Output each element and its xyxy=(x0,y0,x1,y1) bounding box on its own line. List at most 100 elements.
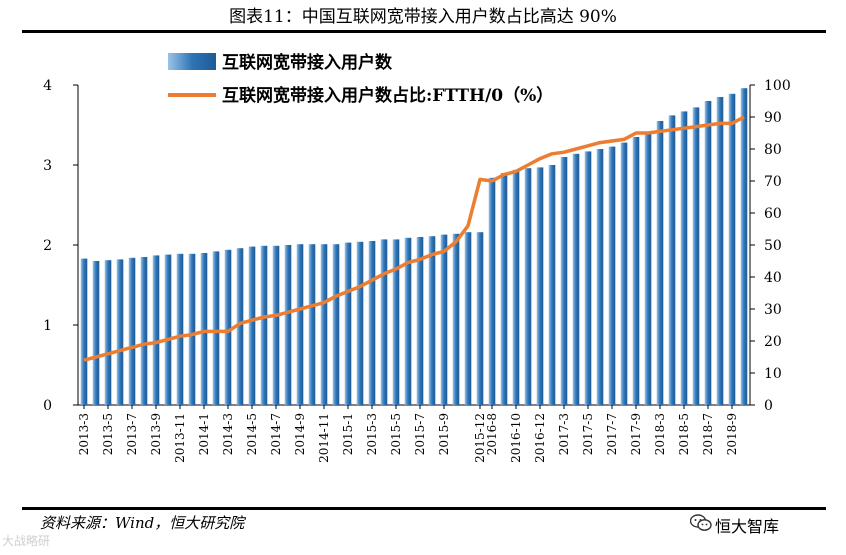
bar xyxy=(716,97,724,405)
bar xyxy=(164,254,172,405)
bar xyxy=(692,107,700,406)
bar xyxy=(464,232,472,405)
bar xyxy=(668,115,676,406)
bar xyxy=(704,101,712,405)
bar xyxy=(104,260,112,405)
x-tick-label: 2013-3 xyxy=(77,413,91,455)
bar xyxy=(356,241,364,405)
bar xyxy=(116,259,124,405)
bar xyxy=(440,234,448,405)
bar xyxy=(272,245,280,405)
top-rule xyxy=(22,30,826,33)
left-tick-label: 4 xyxy=(43,78,52,94)
right-tick-label: 70 xyxy=(764,174,782,190)
bottom-rule xyxy=(22,507,826,510)
x-tick-label: 2017-9 xyxy=(629,413,643,455)
bar xyxy=(140,257,148,405)
bar xyxy=(344,242,352,405)
x-tick-label: 2015-1 xyxy=(341,413,355,455)
right-tick-label: 30 xyxy=(764,302,782,318)
bar xyxy=(680,111,688,406)
faint-watermark: 大战略研 xyxy=(2,534,51,548)
x-tick-label: 2018-7 xyxy=(701,413,715,455)
bar xyxy=(608,146,616,405)
bar xyxy=(500,173,508,405)
bar xyxy=(80,258,88,405)
bar xyxy=(128,257,136,405)
bar xyxy=(248,246,256,405)
x-tick-label: 2013-5 xyxy=(101,413,115,455)
bar xyxy=(656,121,664,405)
x-tick-label: 2014-5 xyxy=(245,413,259,455)
bar xyxy=(740,88,748,405)
right-tick-label: 80 xyxy=(764,142,782,158)
bar xyxy=(308,244,316,405)
brand-watermark: 恒大智库 xyxy=(715,517,780,536)
bar xyxy=(524,168,532,405)
bar xyxy=(476,232,484,405)
right-tick-label: 0 xyxy=(764,398,773,414)
x-tick-label: 2014-11 xyxy=(317,413,331,463)
bar xyxy=(176,253,184,405)
right-tick-label: 90 xyxy=(764,110,782,126)
x-tick-label: 2014-1 xyxy=(197,413,211,455)
right-tick-label: 100 xyxy=(764,78,791,94)
x-tick-label: 2018-3 xyxy=(653,413,667,455)
right-tick-label: 50 xyxy=(764,238,782,254)
bar xyxy=(224,249,232,405)
left-tick-label: 2 xyxy=(43,238,52,254)
right-tick-label: 10 xyxy=(764,366,782,382)
x-tick-label: 2016-8 xyxy=(485,413,499,455)
bar xyxy=(92,261,100,405)
bar xyxy=(620,142,628,405)
x-tick-label: 2013-9 xyxy=(149,413,163,455)
bar xyxy=(380,239,388,405)
x-tick-label: 2015-9 xyxy=(437,413,451,455)
x-tick-label: 2017-3 xyxy=(557,413,571,455)
bar xyxy=(200,253,208,405)
chart-title: 图表11：中国互联网宽带接入用户数占比高达 90% xyxy=(229,7,617,27)
bar xyxy=(404,237,412,405)
x-tick-label: 2014-3 xyxy=(221,413,235,455)
bar xyxy=(152,255,160,405)
bar xyxy=(728,93,736,406)
source-note: 资料来源：Wind，恒大研究院 xyxy=(40,514,245,532)
x-tick-label: 2017-7 xyxy=(605,413,619,455)
legend-bar-swatch xyxy=(168,53,216,70)
x-tick-label: 2015-5 xyxy=(389,413,403,455)
right-tick-label: 60 xyxy=(764,206,782,222)
x-tick-label: 2018-5 xyxy=(677,413,691,455)
right-tick-label: 40 xyxy=(764,270,782,286)
bar xyxy=(548,165,556,405)
bar xyxy=(368,241,376,405)
legend-line-label: 互联网宽带接入用户数占比:FTTH/0（%） xyxy=(222,85,553,106)
bar xyxy=(584,151,592,405)
bar xyxy=(260,245,268,405)
ftth-share-line xyxy=(83,115,745,362)
right-tick-label: 20 xyxy=(764,334,782,350)
left-tick-label: 1 xyxy=(43,318,52,334)
left-tick-label: 0 xyxy=(43,398,52,414)
bar xyxy=(212,251,220,405)
x-tick-label: 2013-7 xyxy=(125,413,139,455)
x-tick-label: 2018-9 xyxy=(725,413,739,455)
x-tick-label: 2016-12 xyxy=(533,413,547,463)
bar xyxy=(320,244,328,405)
left-tick-label: 3 xyxy=(43,158,52,174)
bar xyxy=(296,244,304,405)
x-tick-label: 2013-11 xyxy=(173,413,187,463)
x-tick-label: 2016-10 xyxy=(509,413,523,463)
bar xyxy=(644,133,652,406)
legend: 互联网宽带接入用户数 互联网宽带接入用户数占比:FTTH/0（%） xyxy=(168,52,553,106)
bar xyxy=(428,236,436,405)
x-tick-label: 2015-3 xyxy=(365,413,379,455)
bar xyxy=(560,157,568,405)
bar xyxy=(332,244,340,405)
bar xyxy=(452,233,460,405)
bar xyxy=(512,169,520,405)
wechat-icon xyxy=(690,514,712,531)
bar xyxy=(488,177,496,405)
bar xyxy=(284,245,292,405)
